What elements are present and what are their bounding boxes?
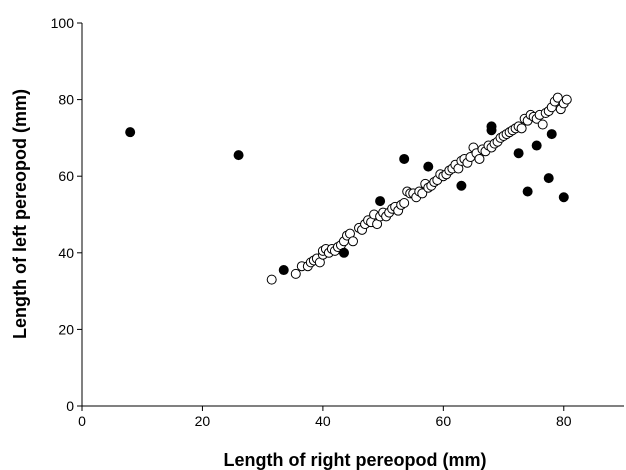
- x-tick-label: 80: [556, 413, 572, 429]
- open-point: [474, 153, 485, 164]
- filled-point: [486, 125, 497, 136]
- x-axis-title: Length of right pereopod (mm): [224, 450, 487, 470]
- filled-point: [375, 196, 386, 207]
- y-tick-label: 40: [58, 245, 74, 261]
- filled-point: [125, 127, 136, 138]
- y-tick-label: 100: [51, 15, 75, 31]
- ticks: 0 20 40 60 80 0 20 40 60 80 100: [51, 15, 572, 429]
- filled-point: [456, 180, 467, 191]
- filled-point: [546, 129, 557, 140]
- y-tick-label: 20: [58, 321, 74, 337]
- y-axis-title: Length of left pereopod (mm): [10, 89, 30, 339]
- filled-point: [399, 153, 410, 164]
- open-point: [266, 274, 277, 285]
- open-point: [290, 268, 301, 279]
- open-point: [537, 119, 548, 130]
- filled-point: [543, 173, 554, 184]
- y-tick-label: 80: [58, 92, 74, 108]
- filled-point: [558, 192, 569, 203]
- open-point: [417, 188, 428, 199]
- open-point: [516, 123, 527, 134]
- x-tick-label: 0: [78, 413, 86, 429]
- x-tick-label: 40: [315, 413, 331, 429]
- filled-point: [278, 265, 289, 276]
- axes: [81, 23, 624, 407]
- filled-point: [338, 247, 349, 258]
- filled-point: [233, 150, 244, 161]
- filled-point: [423, 161, 434, 172]
- y-tick-label: 0: [66, 398, 74, 414]
- x-tick-label: 60: [436, 413, 452, 429]
- x-tick-label: 20: [195, 413, 211, 429]
- open-point: [561, 94, 572, 105]
- open-point: [399, 198, 410, 209]
- y-tick-label: 60: [58, 168, 74, 184]
- open-point: [348, 236, 358, 247]
- data-points: [125, 92, 572, 285]
- filled-point: [531, 140, 542, 151]
- filled-point: [522, 186, 533, 197]
- filled-point: [513, 148, 524, 159]
